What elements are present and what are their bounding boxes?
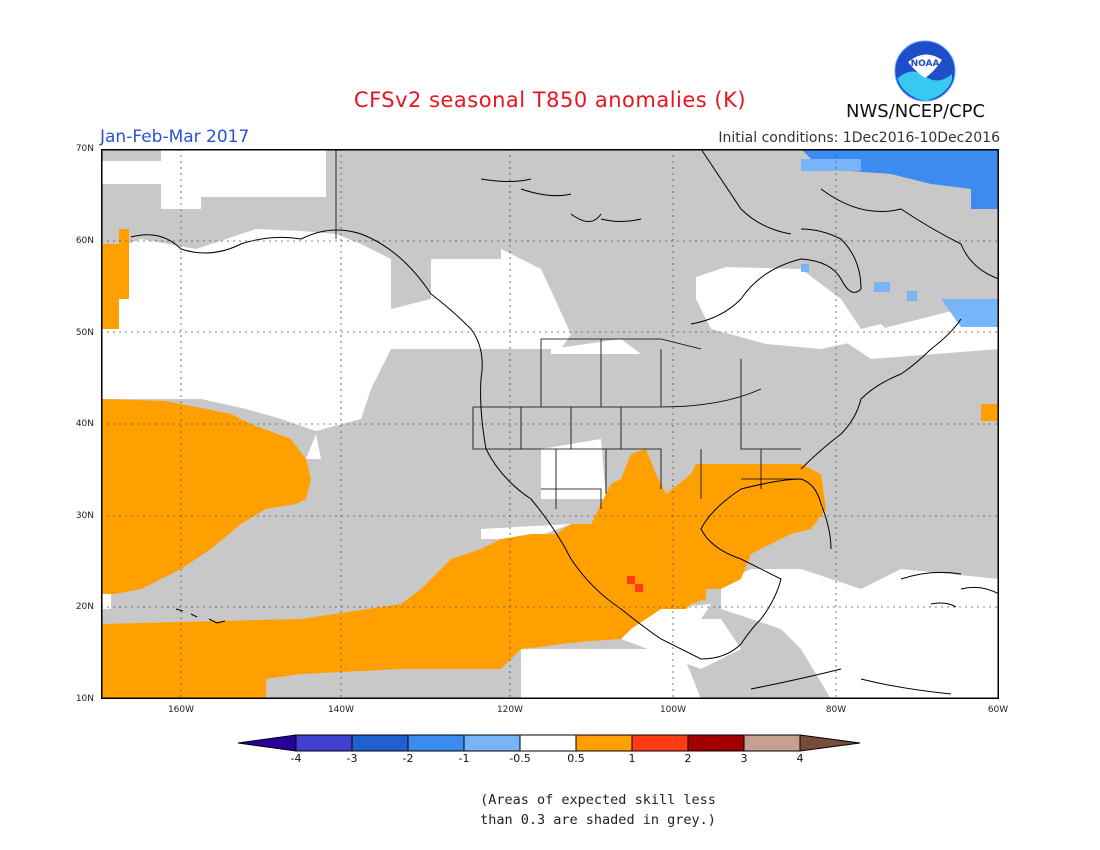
lon-tick-label: 60W <box>987 705 1009 715</box>
colorbar-segment <box>408 735 464 751</box>
colorbar-segment <box>352 735 408 751</box>
skill-note: (Areas of expected skill less than 0.3 a… <box>0 790 1100 830</box>
lon-tick-label: 160W <box>167 705 195 715</box>
strong-warm-anomaly <box>627 576 643 592</box>
agency-label: NWS/NCEP/CPC <box>846 101 986 122</box>
lat-tick-label: 20N <box>75 602 94 612</box>
lat-tick-label: 70N <box>75 144 94 154</box>
colorbar-label: -1 <box>458 752 470 765</box>
colorbar-segment <box>800 735 860 751</box>
lon-tick-label: 80W <box>825 705 847 715</box>
chart-title: CFSv2 seasonal T850 anomalies (K) <box>353 88 747 112</box>
lon-tick-label: 100W <box>659 705 687 715</box>
lat-tick-label: 50N <box>75 328 94 338</box>
map-frame <box>101 149 999 699</box>
lon-tick-label: 120W <box>496 705 524 715</box>
noaa-logo: NOAA <box>894 40 956 102</box>
lat-tick-label: 40N <box>75 419 94 429</box>
lat-tick-label: 30N <box>75 511 94 521</box>
colorbar-segment <box>520 735 576 751</box>
colorbar-label: 1 <box>628 752 636 765</box>
colorbar-segment <box>296 735 352 751</box>
cool-anomaly-regions <box>801 149 999 327</box>
colorbar-segment <box>744 735 800 751</box>
colorbar-label: -0.5 <box>509 752 531 765</box>
skill-note-line: (Areas of expected skill less <box>480 792 716 808</box>
colorbar-segment <box>632 735 688 751</box>
colorbar-segment <box>464 735 520 751</box>
colorbar <box>238 734 861 752</box>
initial-conditions: Initial conditions: 1Dec2016-10Dec2016 <box>718 130 1000 146</box>
colorbar-segment <box>688 735 744 751</box>
lat-tick-label: 10N <box>75 694 94 704</box>
lat-tick-label: 60N <box>75 236 94 246</box>
coastlines <box>130 149 999 695</box>
colorbar-label: -2 <box>402 752 414 765</box>
forecast-period: Jan-Feb-Mar 2017 <box>100 127 250 147</box>
political-boundaries <box>335 149 801 509</box>
lon-tick-label: 140W <box>327 705 355 715</box>
colorbar-label: 2 <box>684 752 692 765</box>
colorbar-label: -3 <box>346 752 358 765</box>
warm-anomaly-regions <box>101 229 999 699</box>
colorbar-segment <box>576 735 632 751</box>
skill-note-line: than 0.3 are shaded in grey.) <box>480 812 716 828</box>
graticule <box>101 149 999 699</box>
colorbar-label: 4 <box>796 752 804 765</box>
logo-text: NOAA <box>911 59 940 69</box>
colorbar-label: 0.5 <box>567 752 585 765</box>
colorbar-label: -4 <box>290 752 302 765</box>
colorbar-label: 3 <box>740 752 748 765</box>
anomaly-map <box>101 149 999 699</box>
colorbar-segment <box>238 735 296 751</box>
